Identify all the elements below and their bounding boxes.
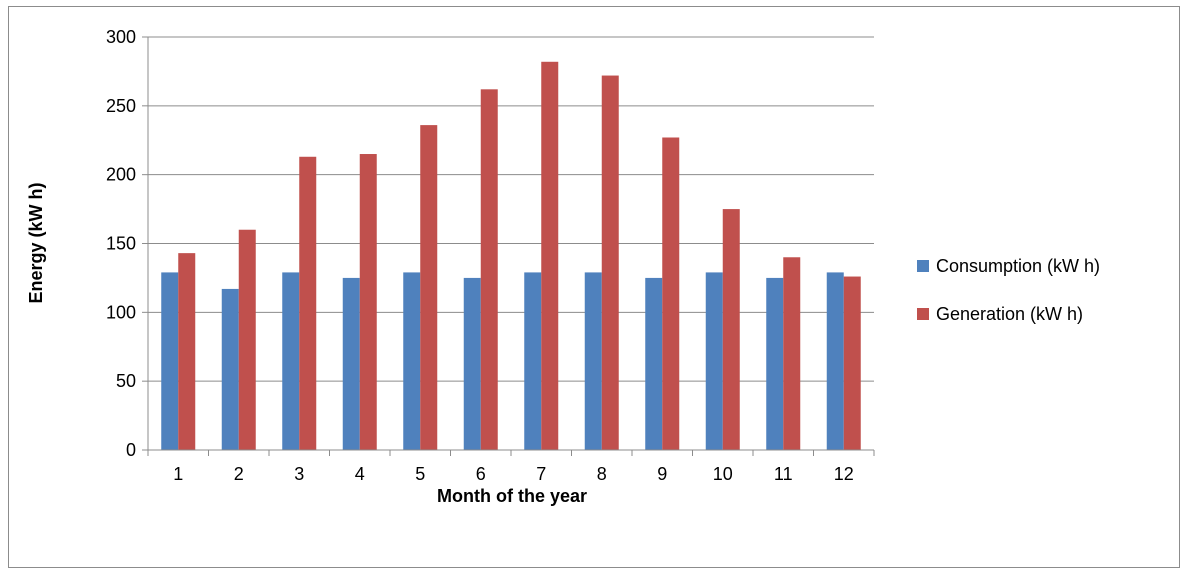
x-tick-label-3: 3 bbox=[294, 464, 304, 484]
x-tick-label-4: 4 bbox=[355, 464, 365, 484]
y-tick-label-300: 300 bbox=[106, 27, 136, 47]
legend-label-generation: Generation (kW h) bbox=[936, 304, 1083, 324]
bar-generation-9 bbox=[662, 137, 679, 450]
bar-consumption-5 bbox=[403, 272, 420, 450]
bar-consumption-3 bbox=[282, 272, 299, 450]
y-tick-label-150: 150 bbox=[106, 234, 136, 254]
bar-generation-12 bbox=[844, 277, 861, 450]
bar-consumption-8 bbox=[585, 272, 602, 450]
bar-generation-2 bbox=[239, 230, 256, 450]
x-tick-label-8: 8 bbox=[597, 464, 607, 484]
bar-consumption-12 bbox=[827, 272, 844, 450]
bar-generation-10 bbox=[723, 209, 740, 450]
legend: Consumption (kW h) Generation (kW h) bbox=[917, 256, 1100, 324]
x-tick-label-5: 5 bbox=[415, 464, 425, 484]
x-axis-title: Month of the year bbox=[437, 486, 587, 506]
bar-generation-5 bbox=[420, 125, 437, 450]
x-tick-label-6: 6 bbox=[476, 464, 486, 484]
bar-generation-11 bbox=[783, 257, 800, 450]
y-tick-label-50: 50 bbox=[116, 371, 136, 391]
bar-generation-6 bbox=[481, 89, 498, 450]
bar-consumption-2 bbox=[222, 289, 239, 450]
y-tick-label-250: 250 bbox=[106, 96, 136, 116]
x-tick-label-9: 9 bbox=[657, 464, 667, 484]
x-tick-label-1: 1 bbox=[173, 464, 183, 484]
y-tick-label-100: 100 bbox=[106, 302, 136, 322]
y-tick-label-200: 200 bbox=[106, 165, 136, 185]
x-tick-label-10: 10 bbox=[713, 464, 733, 484]
x-tick-label-12: 12 bbox=[834, 464, 854, 484]
y-tick-label-0: 0 bbox=[126, 440, 136, 460]
bar-consumption-6 bbox=[464, 278, 481, 450]
bar-generation-4 bbox=[360, 154, 377, 450]
bar-consumption-11 bbox=[766, 278, 783, 450]
bar-consumption-9 bbox=[645, 278, 662, 450]
legend-label-consumption: Consumption (kW h) bbox=[936, 256, 1100, 276]
x-tick-label-7: 7 bbox=[536, 464, 546, 484]
y-axis-title: Energy (kW h) bbox=[26, 182, 46, 303]
bar-consumption-4 bbox=[343, 278, 360, 450]
gridlines bbox=[148, 37, 874, 381]
bar-generation-1 bbox=[178, 253, 195, 450]
bar-generation-7 bbox=[541, 62, 558, 450]
x-tick-labels: 1 2 3 4 5 6 7 8 9 10 11 12 bbox=[173, 464, 854, 484]
bar-consumption-10 bbox=[706, 272, 723, 450]
x-tick-label-2: 2 bbox=[234, 464, 244, 484]
bar-consumption-1 bbox=[161, 272, 178, 450]
x-tick-label-11: 11 bbox=[774, 464, 793, 484]
y-tick-labels: 0 50 100 150 200 250 300 bbox=[106, 27, 136, 460]
legend-swatch-consumption bbox=[917, 260, 929, 272]
bar-consumption-7 bbox=[524, 272, 541, 450]
bar-generation-8 bbox=[602, 76, 619, 450]
legend-swatch-generation bbox=[917, 308, 929, 320]
bars bbox=[161, 62, 861, 450]
bar-generation-3 bbox=[299, 157, 316, 450]
